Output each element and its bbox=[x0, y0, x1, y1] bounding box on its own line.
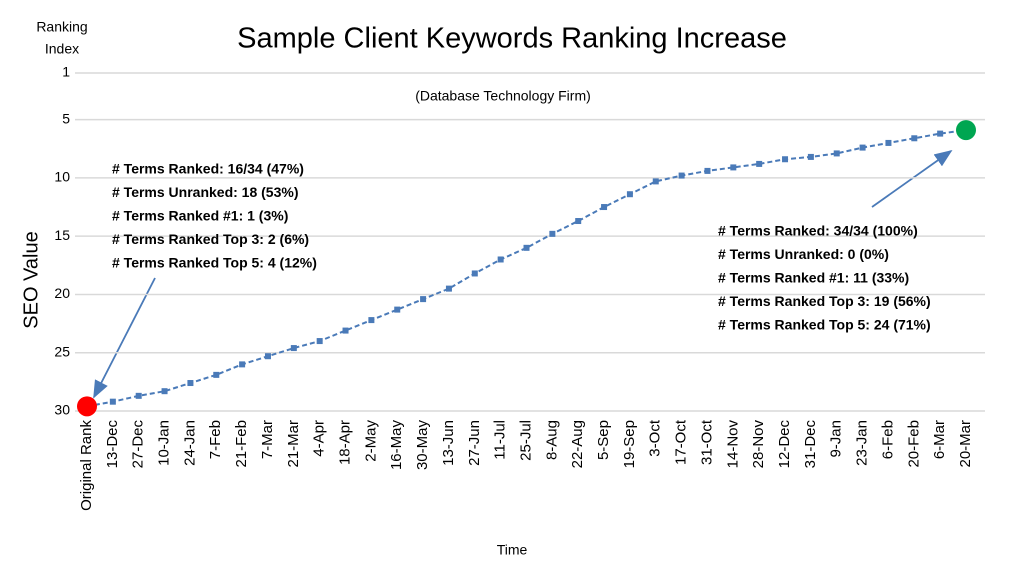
line bbox=[86, 129, 967, 408]
point bbox=[782, 156, 789, 163]
chart-title: Sample Client Keywords Ranking Increase bbox=[237, 23, 787, 55]
x-tick-label: 14-Nov bbox=[724, 420, 741, 469]
point bbox=[420, 296, 427, 303]
point bbox=[885, 139, 892, 146]
x-tick-label: 7-Mar bbox=[259, 420, 276, 459]
end-point bbox=[956, 120, 976, 141]
point bbox=[316, 338, 323, 345]
x-tick-label: 7-Feb bbox=[207, 420, 224, 459]
x-tick-label: 6-Mar bbox=[931, 420, 948, 459]
x-tick-label: 4-Apr bbox=[311, 420, 328, 457]
x-tick-label: 2-May bbox=[362, 420, 379, 462]
x-tick-label: 19-Sep bbox=[621, 420, 638, 468]
x-tick-label: 8-Aug bbox=[543, 420, 560, 460]
x-tick-label: 30-May bbox=[414, 420, 431, 471]
x-tick-label: 27-Dec bbox=[130, 420, 147, 469]
point bbox=[471, 270, 478, 277]
x-tick-label: 31-Dec bbox=[802, 420, 819, 469]
annotation: # Terms Ranked #1: 1 (3%) bbox=[112, 208, 288, 224]
point bbox=[445, 285, 452, 292]
x-tick-label: 25-Jul bbox=[517, 420, 534, 461]
y-tick-label: 5 bbox=[62, 110, 70, 126]
point bbox=[652, 178, 659, 185]
y-tick-label: 25 bbox=[54, 343, 70, 359]
x-label: Time bbox=[497, 542, 528, 558]
point bbox=[704, 167, 711, 174]
x-tick-label: 10-Jan bbox=[156, 420, 173, 466]
x-tick-label: 6-Feb bbox=[879, 420, 896, 459]
x-tick-label: 12-Dec bbox=[776, 420, 793, 469]
x-tick-label: 31-Oct bbox=[698, 419, 715, 465]
point bbox=[497, 256, 504, 263]
y-axis-title: Index bbox=[45, 41, 79, 57]
y-tick-label: 1 bbox=[62, 64, 70, 80]
x-tick-label: 27-Jun bbox=[466, 420, 483, 466]
x-tick-label: 13-Jun bbox=[440, 420, 457, 466]
x-tick-label: 22-Aug bbox=[569, 420, 586, 468]
point bbox=[807, 153, 814, 160]
x-tick-label: 21-Mar bbox=[285, 420, 302, 468]
x-tick-label: 5-Sep bbox=[595, 420, 612, 460]
annotation: # Terms Ranked Top 3: 2 (6%) bbox=[112, 231, 309, 247]
x-tick-label: 24-Jan bbox=[181, 420, 198, 466]
point bbox=[342, 327, 349, 334]
x-tick-label: 17-Oct bbox=[673, 419, 690, 465]
annotation: # Terms Ranked #1: 11 (33%) bbox=[718, 270, 909, 286]
point bbox=[264, 353, 271, 360]
point bbox=[239, 361, 246, 368]
x-tick-label: 11-Jul bbox=[492, 420, 509, 460]
point bbox=[290, 345, 297, 352]
point bbox=[523, 244, 530, 251]
point bbox=[601, 204, 608, 211]
point bbox=[549, 230, 556, 237]
point bbox=[161, 388, 168, 395]
x-tick-label: 21-Feb bbox=[233, 420, 250, 468]
point bbox=[394, 306, 401, 313]
point bbox=[213, 371, 220, 378]
point bbox=[626, 191, 633, 198]
annotation: # Terms Ranked Top 5: 4 (12%) bbox=[112, 254, 317, 270]
x-tick-label: Original Rank bbox=[78, 420, 95, 511]
x-tick-label: 9-Jan bbox=[828, 420, 845, 458]
x-tick-label: 3-Oct bbox=[647, 419, 664, 457]
point bbox=[756, 160, 763, 167]
y-label: SEO Value bbox=[20, 231, 42, 328]
x-tick-label: 13-Dec bbox=[104, 420, 121, 469]
annotation: # Terms Unranked: 18 (53%) bbox=[112, 184, 298, 200]
annotation: # Terms Ranked Top 3: 19 (56%) bbox=[718, 293, 931, 309]
x-tick-label: 18-Apr bbox=[336, 420, 353, 465]
x-tick-label: 23-Jan bbox=[854, 420, 871, 466]
point bbox=[859, 144, 866, 151]
arrow bbox=[871, 149, 953, 208]
x-tick-label: 28-Nov bbox=[750, 420, 767, 469]
point bbox=[109, 398, 116, 405]
chart-subtitle: (Database Technology Firm) bbox=[415, 88, 591, 104]
point bbox=[135, 392, 142, 399]
point bbox=[368, 317, 375, 324]
x-tick-label: 16-May bbox=[388, 420, 405, 471]
y-tick-label: 30 bbox=[54, 402, 70, 418]
y-tick-label: 10 bbox=[54, 169, 70, 185]
start-point bbox=[77, 396, 97, 417]
arrow bbox=[93, 277, 156, 399]
point bbox=[187, 380, 194, 387]
y-axis-title: Ranking bbox=[36, 19, 87, 35]
point bbox=[575, 218, 582, 225]
annotation: # Terms Ranked: 34/34 (100%) bbox=[718, 223, 918, 239]
point bbox=[678, 172, 685, 179]
x-tick-label: 20-Feb bbox=[905, 420, 922, 468]
y-tick-label: 15 bbox=[54, 227, 70, 243]
point bbox=[730, 164, 737, 171]
annotation: # Terms Unranked: 0 (0%) bbox=[718, 246, 889, 262]
annotation: # Terms Ranked: 16/34 (47%) bbox=[112, 161, 304, 177]
point bbox=[833, 150, 840, 157]
annotation: # Terms Ranked Top 5: 24 (71%) bbox=[718, 316, 931, 332]
point bbox=[911, 135, 918, 142]
x-tick-label: 20-Mar bbox=[957, 420, 974, 468]
y-tick-label: 20 bbox=[54, 285, 70, 301]
point bbox=[937, 130, 944, 137]
